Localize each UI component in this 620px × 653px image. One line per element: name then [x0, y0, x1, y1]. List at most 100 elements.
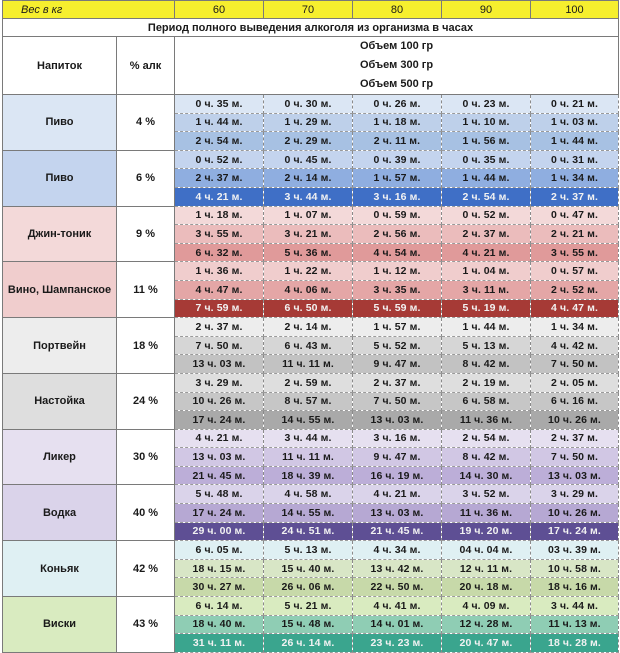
drink-name: Пиво [2, 149, 117, 207]
time-cell: 0 ч. 57 м. [530, 261, 619, 281]
time-cell: 1 ч. 44 м. [441, 317, 531, 337]
time-cell: 3 ч. 11 м. [441, 279, 531, 300]
time-cell: 6 ч. 14 м. [174, 596, 264, 616]
time-cell: 2 ч. 37 м. [174, 168, 264, 188]
time-cell: 15 ч. 40 м. [263, 558, 353, 579]
time-cell: 4 ч. 21 м. [174, 186, 264, 207]
table-row: Виски 43 % 6 ч. 14 м. 5 ч. 21 м. 4 ч. 41 м. 4… [2, 596, 619, 653]
time-cell: 6 ч. 58 м. [441, 391, 531, 412]
time-cell: 5 ч. 13 м. [441, 335, 531, 356]
time-cell: 13 ч. 03 м. [352, 503, 442, 523]
time-cell: 6 ч. 05 м. [174, 540, 264, 560]
time-cell: 7 ч. 50 м. [530, 354, 619, 374]
table-row: Джин-тоник 9 % 1 ч. 18 м. 1 ч. 07 м. 0 ч. 59… [2, 205, 619, 263]
table-row: 6 ч. 32 м. 5 ч. 36 м. 4 ч. 54 м. 4 ч. 21 м.… [3, 242, 619, 263]
time-cell: 14 ч. 01 м. [352, 614, 442, 635]
column-header-row: Напиток % алк Объем 100 гр Объем 300 гр … [2, 36, 619, 95]
drink-percent: 4 % [116, 94, 175, 151]
time-cell: 3 ч. 44 м. [263, 428, 353, 449]
time-cell: 2 ч. 54 м. [441, 428, 531, 449]
table-row: 17 ч. 24 м. 14 ч. 55 м. 13 ч. 03 м. 11 ч. 3… [3, 410, 619, 430]
drink-percent: 43 % [116, 596, 175, 653]
time-cell: 2 ч. 52 м. [530, 279, 619, 300]
time-cell: 24 ч. 51 м. [263, 521, 353, 542]
time-cell: 6 ч. 43 м. [263, 335, 353, 356]
time-cell: 0 ч. 26 м. [352, 94, 442, 114]
time-cell: 0 ч. 35 м. [441, 149, 531, 170]
time-cell: 11 ч. 13 м. [530, 614, 619, 635]
time-cell: 8 ч. 57 м. [263, 391, 353, 412]
volume-500: Объем 500 гр [359, 78, 434, 90]
table-row: Ликер 30 % 4 ч. 21 м. 3 ч. 44 м. 3 ч. 16 м. 2… [2, 428, 619, 486]
time-cell: 3 ч. 16 м. [352, 428, 442, 449]
time-cell: 10 ч. 26 м. [530, 503, 619, 523]
time-cell: 7 ч. 50 м. [352, 391, 442, 412]
time-cell: 4 ч. 06 м. [263, 279, 353, 300]
table-row: Вино, Шампанское 11 % 1 ч. 36 м. 1 ч. 22 м.… [2, 261, 619, 319]
time-cell: 6 ч. 32 м. [174, 242, 264, 263]
time-cell: 2 ч. 37 м. [352, 372, 442, 393]
time-cell: 1 ч. 34 м. [530, 317, 619, 337]
time-cell: 0 ч. 59 м. [352, 205, 442, 226]
table-row: 10 ч. 26 м. 8 ч. 57 м. 7 ч. 50 м. 6 ч. 58 м… [3, 391, 619, 412]
drink-name: Коньяк [2, 540, 117, 598]
time-cell: 18 ч. 39 м. [263, 465, 353, 486]
time-cell: 18 ч. 28 м. [530, 633, 619, 653]
time-cell: 3 ч. 35 м. [352, 279, 442, 300]
time-cell: 14 ч. 30 м. [441, 465, 531, 486]
time-cell: 29 ч. 00 м. [174, 521, 264, 542]
time-cell: 5 ч. 48 м. [174, 484, 264, 505]
weight-60: 60 [174, 0, 264, 19]
table-row: Пиво 6 % 0 ч. 52 м. 0 ч. 45 м. 0 ч. 39 м. 0 ч… [2, 149, 619, 207]
table-row: 7 ч. 59 м. 6 ч. 50 м. 5 ч. 59 м. 5 ч. 19 м.… [3, 298, 619, 319]
weight-80: 80 [352, 0, 442, 19]
time-cell: 13 ч. 03 м. [530, 465, 619, 486]
table-row: 4 ч. 47 м. 4 ч. 06 м. 3 ч. 35 м. 3 ч. 11 м.… [3, 279, 619, 300]
time-cell: 1 ч. 34 м. [530, 168, 619, 188]
time-cell: 3 ч. 21 м. [263, 224, 353, 244]
time-cell: 6 ч. 50 м. [263, 298, 353, 319]
table-row: 1 ч. 44 м. 1 ч. 29 м. 1 ч. 18 м. 1 ч. 10 м.… [3, 112, 619, 133]
time-cell: 3 ч. 29 м. [174, 372, 264, 393]
time-cell: 13 ч. 03 м. [352, 410, 442, 430]
time-cell: 16 ч. 19 м. [352, 465, 442, 486]
time-cell: 2 ч. 37 м. [174, 317, 264, 337]
table-row: 4 ч. 21 м. 3 ч. 44 м. 3 ч. 16 м. 2 ч. 54 м.… [3, 186, 619, 207]
drink-percent: 9 % [116, 205, 175, 263]
time-cell: 21 ч. 45 м. [352, 521, 442, 542]
time-cell: 6 ч. 16 м. [530, 391, 619, 412]
time-cell: 3 ч. 16 м. [352, 186, 442, 207]
time-cell: 26 ч. 14 м. [263, 633, 353, 653]
time-cell: 2 ч. 19 м. [441, 372, 531, 393]
volume-300: Объем 300 гр [359, 59, 434, 71]
time-cell: 1 ч. 44 м. [530, 131, 619, 151]
time-cell: 1 ч. 29 м. [263, 112, 353, 133]
time-cell: 3 ч. 29 м. [530, 484, 619, 505]
time-cell: 4 ч. 47 м. [174, 279, 264, 300]
title-row: Период полного выведения алкоголя из орг… [2, 18, 619, 37]
time-cell: 11 ч. 11 м. [263, 447, 353, 467]
time-cell: 15 ч. 48 м. [263, 614, 353, 635]
time-cell: 2 ч. 54 м. [441, 186, 531, 207]
time-cell: 20 ч. 47 м. [441, 633, 531, 653]
time-cell: 0 ч. 21 м. [530, 94, 619, 114]
drink-percent: 11 % [116, 261, 175, 319]
volume-100: Объем 100 гр [359, 40, 434, 52]
time-cell: 1 ч. 22 м. [263, 261, 353, 281]
time-cell: 3 ч. 44 м. [263, 186, 353, 207]
time-cell: 1 ч. 56 м. [441, 131, 531, 151]
time-cell: 13 ч. 03 м. [174, 447, 264, 467]
time-cell: 1 ч. 03 м. [530, 112, 619, 133]
weight-100: 100 [530, 0, 619, 19]
time-cell: 10 ч. 26 м. [174, 391, 264, 412]
time-cell: 18 ч. 16 м. [530, 577, 619, 598]
time-cell: 20 ч. 18 м. [441, 577, 531, 598]
time-cell: 2 ч. 54 м. [174, 131, 264, 151]
time-cell: 2 ч. 14 м. [263, 168, 353, 188]
time-cell: 12 ч. 28 м. [441, 614, 531, 635]
time-cell: 31 ч. 11 м. [174, 633, 264, 653]
time-cell: 3 ч. 55 м. [530, 242, 619, 263]
table-row: Портвейн 18 % 2 ч. 37 м. 2 ч. 14 м. 1 ч. 57 … [2, 317, 619, 374]
drink-name: Настойка [2, 372, 117, 430]
